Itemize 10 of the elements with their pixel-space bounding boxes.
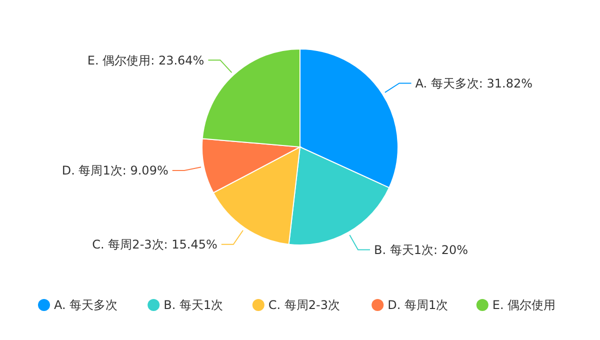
legend-label: B. 每天1次: [164, 298, 224, 312]
legend-label: A. 每天多次: [54, 298, 118, 312]
legend-label: E. 偶尔使用: [492, 298, 556, 312]
data-label: B. 每天1次: 20%: [374, 242, 468, 257]
legend-label: C. 每周2-3次: [268, 298, 340, 312]
data-label: E. 偶尔使用: 23.64%: [87, 53, 204, 68]
data-label: C. 每周2-3次: 15.45%: [92, 238, 218, 252]
data-label: D. 每周1次: 9.09%: [62, 164, 168, 178]
legend-label: D. 每周1次: [388, 298, 448, 312]
data-label: A. 每天多次: 31.82%: [415, 76, 533, 90]
